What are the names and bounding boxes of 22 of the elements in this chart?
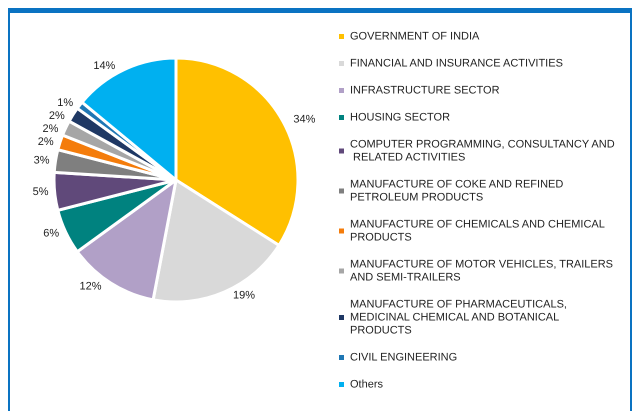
legend-label: MANUFACTURE OF CHEMICALS AND CHEMICAL PRODUCTS: [350, 218, 608, 244]
legend-label: GOVERNMENT OF INDIA: [350, 30, 480, 42]
data-label: 2%: [38, 136, 54, 148]
data-label: 2%: [42, 122, 59, 135]
data-label: 5%: [32, 186, 49, 198]
legend-label: HOUSING SECTOR: [350, 112, 450, 124]
data-label: 14%: [93, 60, 116, 72]
legend-label: MANUFACTURE OF PHARMACEUTICALS, MEDICINAL CHEMICAL AND BOTANICAL PRODUCTS: [350, 298, 570, 336]
data-label: 3%: [34, 154, 50, 166]
legend-label: Others: [350, 378, 384, 390]
legend-label: MANUFACTURE OF COKE AND REFINED PETROLEUM PRODUCTS: [350, 178, 566, 204]
data-label: 34%: [293, 113, 316, 126]
legend-label: FINANCIAL AND INSURANCE ACTIVITIES: [350, 58, 563, 70]
data-label: 1%: [57, 96, 74, 109]
legend-label: INFRASTRUCTURE SECTOR: [350, 84, 500, 96]
data-label: 12%: [79, 280, 102, 292]
legend-label: COMPUTER PROGRAMMING, CONSULTANCY AND RELATED ACTIVITIES: [350, 138, 615, 164]
data-label: 19%: [233, 290, 256, 302]
data-label: 6%: [43, 228, 60, 240]
data-label: 2%: [48, 110, 65, 122]
legend-label: CIVIL ENGINEERING: [350, 352, 458, 364]
legend-label: MANUFACTURE OF MOTOR VEHICLES, TRAILERS AND SEMI-TRAILERS: [350, 258, 616, 284]
